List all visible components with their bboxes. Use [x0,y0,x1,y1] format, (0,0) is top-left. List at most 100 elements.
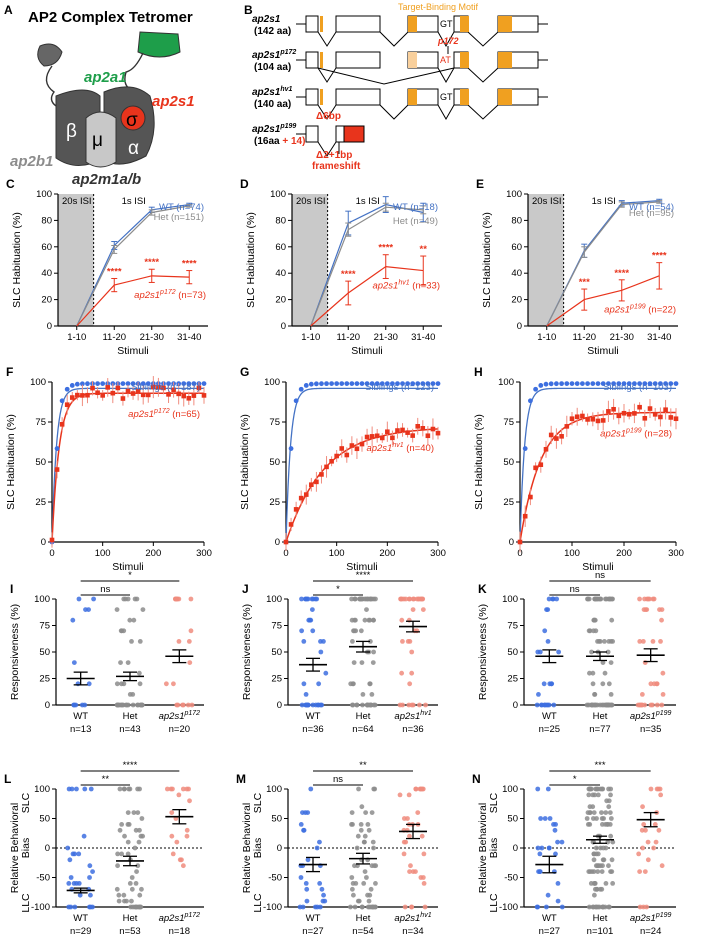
y-tick-label: 0 [513,843,518,854]
data-point [356,898,362,904]
data-point [637,702,643,708]
data-point [129,886,135,892]
data-point [318,649,324,655]
intron-line [467,31,499,47]
panel-letter-a: A [4,3,13,17]
data-point [610,639,616,644]
group-n-label: n=36 [402,724,423,735]
y-tick-label: 75 [39,621,50,632]
intron-line [437,104,455,121]
data-point [542,702,547,708]
motif-mark [320,16,323,32]
siblings-point [522,446,528,451]
group-n-label: n=34 [402,926,423,937]
data-point [420,875,426,880]
x-axis-label: Stimuli [112,561,144,573]
mutant-point [673,416,679,422]
panel-letter-b: B [244,3,253,17]
legend-mut: ap2s1hv1 (n=33) [372,280,440,292]
exon-box [335,88,381,106]
data-point [184,833,190,839]
ap2a1-linker [124,52,144,91]
panel-i: I 0 25 50 75 100 Responsiveness (%) WT n=13 Het n=… [9,570,204,735]
skip-line [317,67,455,85]
group-n-label: n=24 [640,926,661,937]
data-point [164,786,170,792]
data-point [403,839,409,845]
data-point [587,804,593,810]
group-label-sup: p172 [183,710,200,717]
data-point [544,904,549,910]
group-label: WT [73,711,88,722]
y-tick-label: 0 [509,537,514,548]
panel-letter-l: L [4,772,11,786]
gt-label: GT [440,92,453,102]
panel-letter-f: F [6,365,13,379]
data-point [599,869,605,874]
data-point [126,822,132,827]
panel-a-title: AP2 Complex Tetromer [28,9,193,26]
y-tick-label: 100 [502,784,518,795]
data-point [608,660,614,665]
data-point [608,692,614,697]
data-point [119,702,125,708]
panel-e: E 20s ISI 1s ISI 0 20 40 60 80 100 SLC Habituatio… [476,177,678,357]
data-point [91,596,96,602]
siblings-point [425,381,431,386]
y-tick-label: 25 [503,497,514,508]
x-tick-label: 11-20 [102,332,126,343]
x-tick-label: 31-40 [177,332,201,343]
data-point [555,839,560,845]
mutant-point [642,416,648,421]
siblings-point [435,381,441,386]
y-tick-label: 25 [269,497,280,508]
y-tick-label: 50 [35,457,46,468]
data-point [351,681,356,687]
x-tick-label: 200 [616,548,632,559]
data-point [70,617,76,623]
x-tick-label: 100 [564,548,580,559]
siblings-point [621,381,627,386]
data-point [130,702,136,708]
data-point [645,857,651,863]
data-point [601,857,607,863]
data-point [419,833,425,839]
data-point [174,839,180,845]
data-point [300,904,306,910]
data-point [87,875,92,880]
data-point [133,827,139,833]
data-point [135,702,140,708]
siblings-point [616,381,622,386]
data-point [399,617,405,623]
ap2s1-label: ap2s1 [152,93,195,110]
data-point [306,617,312,623]
mutant-point [379,435,385,441]
panel-letter-m: M [236,772,246,786]
mutant-point [595,418,601,424]
data-point [591,810,597,815]
data-point [349,596,354,602]
data-point [117,786,123,792]
data-point [639,827,645,833]
siblings-point [59,398,65,404]
y-tick-label: -100 [263,902,282,913]
data-point [125,851,131,857]
data-point [134,869,139,874]
data-point [654,786,660,792]
group-label-sup: p199 [655,710,672,717]
data-point [123,596,128,602]
data-point [367,702,372,708]
y-tick-label: 60 [511,242,522,253]
data-point [131,810,137,815]
legend-mut-rest: (n=33) [410,281,440,292]
mutant-point [324,464,329,470]
siblings-point [344,381,350,387]
panel-m: M -100 -50 0 50 100 Relative Behavioral Bias SLC… [236,760,438,937]
data-point [118,660,123,665]
siblings-point [590,381,596,387]
data-point [302,810,308,815]
isi-1s-label: 1s ISI [122,196,146,207]
ap2a1-label: ap2a1 [84,69,127,86]
data-point [119,822,125,827]
data-point [606,639,612,644]
